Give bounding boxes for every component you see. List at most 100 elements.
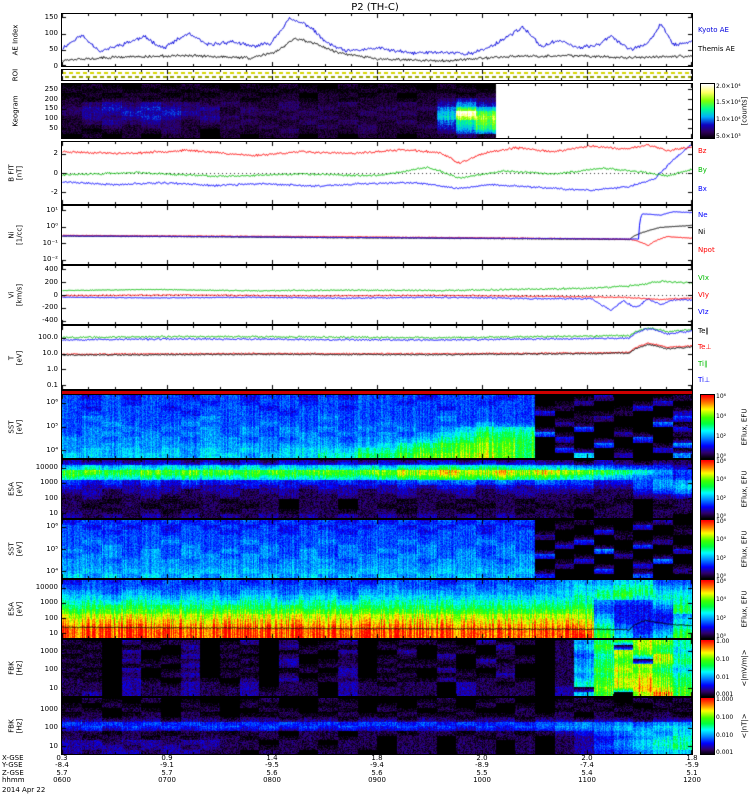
panel-canvas-roi — [62, 70, 692, 80]
ytick-temp-3: 0.1 — [22, 382, 58, 389]
eph-val-hhmm-0: 0600 — [42, 777, 82, 784]
ytick-esa_e-1: 1000 — [22, 599, 58, 606]
ytick-temp-0: 100.0 — [22, 334, 58, 341]
ytick-bfit-0: 2 — [22, 150, 58, 157]
ytick-vi-3: -200 — [22, 304, 58, 311]
panel-canvas-ae — [62, 14, 692, 66]
date-label: 2014 Apr 22 — [2, 787, 45, 794]
ytick-keo-2: 150 — [22, 105, 58, 112]
ytick-fbk_b-1: 100 — [22, 724, 58, 731]
ytick-sst_i-0: 10⁶ — [22, 399, 58, 406]
cbtick-keo-3: 5.0×10³ — [716, 134, 741, 140]
eph-val-hhmm-6: 1200 — [672, 777, 712, 784]
legend-temp-Te∥: Te∥ — [698, 328, 709, 335]
panel-canvas-vi — [62, 266, 692, 324]
cbunit-esa_i: EFlux, EFU — [741, 471, 749, 508]
ytick-bfit-2: -2 — [22, 189, 58, 196]
ytick-ae-2: 50 — [22, 46, 58, 53]
cbunit-fbk_e: <|mV/m|> — [741, 649, 749, 686]
colorbar-fbk_e — [701, 640, 714, 696]
ytick-fbk_e-1: 100 — [22, 666, 58, 673]
cbtick-esa_e-1: 10⁴ — [716, 597, 726, 603]
ytick-ni-1: 10⁰ — [22, 223, 58, 230]
eph-val-hhmm-4: 1000 — [462, 777, 502, 784]
ytick-sst_e-0: 10⁶ — [22, 523, 58, 530]
cbtick-esa_i-2: 10² — [716, 496, 726, 502]
cbtick-sst_i-2: 10² — [716, 434, 726, 440]
ytick-temp-2: 1.0 — [22, 366, 58, 373]
ytick-esa_i-2: 100 — [22, 495, 58, 502]
ytick-bfit-1: 0 — [22, 170, 58, 177]
cbtick-fbk_b-1: 0.100 — [716, 715, 733, 721]
cbunit-fbk_b: <|nT|> — [741, 713, 749, 738]
cbunit-esa_e: EFlux, EFU — [741, 591, 749, 628]
cbunit-keo: [counts] — [741, 97, 749, 126]
panel-canvas-sst_e — [62, 520, 692, 578]
cbtick-esa_i-0: 10⁶ — [716, 459, 726, 465]
ytick-fbk_e-2: 10 — [22, 685, 58, 692]
ytick-fbk_b-0: 1000 — [22, 706, 58, 713]
legend-ni-Ni: Ni — [698, 229, 705, 236]
panel-canvas-temp — [62, 326, 692, 389]
legend-ni-Ne: Ne — [698, 212, 708, 219]
panel-canvas-fbk_b — [62, 698, 692, 754]
cbtick-sst_i-0: 10⁶ — [716, 394, 726, 400]
cbtick-sst_e-0: 10⁶ — [716, 519, 726, 525]
ytick-ae-3: 0 — [22, 63, 58, 70]
plot-root: P2 (TH-C) AE Index 150 100 50 0 Kyoto AE Themi… — [0, 0, 750, 800]
eph-row-label-hhmm: hhmm — [2, 777, 25, 784]
eph-val-hhmm-5: 1100 — [567, 777, 607, 784]
legend-vi-VIy: VIy — [698, 292, 709, 299]
ytick-keo-1: 200 — [22, 96, 58, 103]
ytick-keo-3: 100 — [22, 115, 58, 122]
cbtick-esa_e-0: 10⁶ — [716, 579, 726, 585]
ytick-esa_i-1: 1000 — [22, 479, 58, 486]
legend-temp-Ti∥: Ti∥ — [698, 361, 708, 368]
ytick-sst_i-2: 10⁴ — [22, 447, 58, 454]
cbunit-sst_i: EFlux, EFU — [741, 408, 749, 445]
panel-canvas-ni — [62, 206, 692, 264]
cbtick-sst_e-2: 10² — [716, 556, 726, 562]
cbtick-fbk_e-2: 0.01 — [716, 675, 729, 681]
ytick-ni-2: 10⁻¹ — [22, 240, 58, 247]
ytick-vi-2: 0 — [22, 292, 58, 299]
eph-val-hhmm-2: 0800 — [252, 777, 292, 784]
ytick-keo-4: 50 — [22, 125, 58, 132]
panel-canvas-sst_i — [62, 395, 692, 458]
ytick-vi-1: 200 — [22, 279, 58, 286]
eph-val-hhmm-3: 0900 — [357, 777, 397, 784]
cbtick-sst_e-1: 10⁴ — [716, 537, 726, 543]
legend-vi-VIx: VIx — [698, 275, 709, 282]
legend-ni-Npot: Npot — [698, 247, 715, 254]
ytick-ae-0: 150 — [22, 14, 58, 21]
cbtick-fbk_e-0: 1.00 — [716, 639, 729, 645]
colorbar-fbk_b — [701, 698, 714, 754]
cbtick-keo-2: 1.0×10⁴ — [716, 117, 741, 123]
colorbar-sst_i — [701, 395, 714, 458]
ytick-vi-0: 400 — [22, 266, 58, 273]
ytick-esa_i-0: 10000 — [22, 464, 58, 471]
panel-canvas-keo — [62, 84, 692, 138]
legend-ae-Kyoto AE: Kyoto AE — [698, 27, 729, 34]
ytick-temp-1: 10.0 — [22, 350, 58, 357]
cbtick-esa_e-2: 10² — [716, 616, 726, 622]
legend-ae-Themis AE: Themis AE — [698, 46, 735, 53]
plot-title: P2 (TH-C) — [0, 2, 750, 13]
legend-bfit-Bx: Bx — [698, 186, 707, 193]
panel-canvas-fbk_e — [62, 640, 692, 696]
colorbar-sst_e — [701, 520, 714, 578]
ytick-fbk_b-2: 10 — [22, 743, 58, 750]
ytick-ni-0: 10¹ — [22, 207, 58, 214]
cbtick-keo-0: 2.0×10⁴ — [716, 84, 741, 90]
legend-vi-VIz: VIz — [698, 309, 709, 316]
panel-canvas-esa_i — [62, 460, 692, 518]
ytick-sst_e-2: 10⁴ — [22, 568, 58, 575]
ytick-keo-0: 250 — [22, 86, 58, 93]
ytick-ni-3: 10⁻² — [22, 256, 58, 263]
cbtick-fbk_b-3: 0.001 — [716, 750, 733, 756]
cbtick-fbk_b-0: 1.000 — [716, 697, 733, 703]
colorbar-esa_e — [701, 580, 714, 638]
colorbar-keo — [701, 84, 714, 138]
axis-label-roi: ROI — [12, 69, 20, 81]
ytick-vi-4: -400 — [22, 317, 58, 324]
